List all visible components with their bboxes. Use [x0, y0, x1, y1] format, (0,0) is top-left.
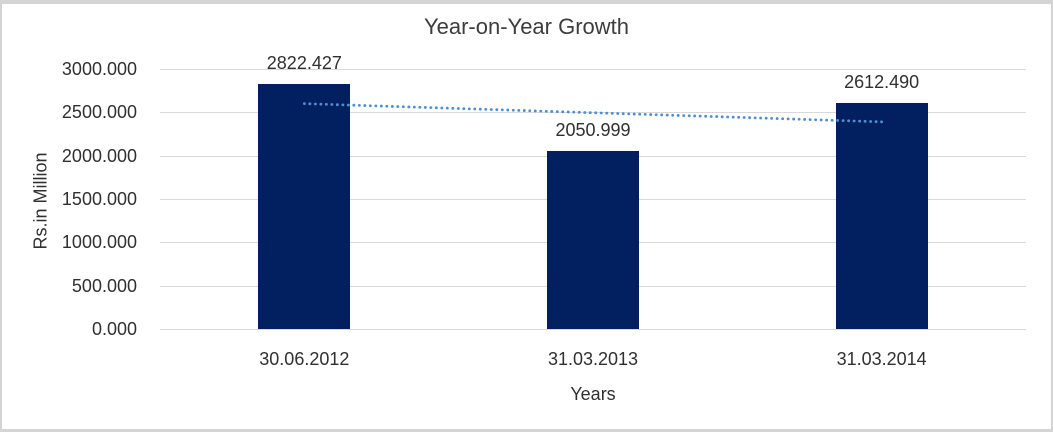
x-axis-title: Years — [570, 384, 616, 404]
y-tick-label: 500.000 — [71, 275, 137, 296]
bar — [835, 102, 928, 329]
gridline — [160, 69, 1026, 70]
bar-value-label: 2612.490 — [844, 71, 920, 92]
bar — [258, 84, 351, 329]
gridline — [160, 329, 1026, 330]
bar — [547, 151, 639, 329]
x-tick-label: 31.03.2014 — [836, 349, 927, 369]
bar-value-label: 2822.427 — [266, 53, 342, 74]
y-tick-label: 3000.000 — [61, 59, 137, 79]
bar-value-label: 2050.999 — [555, 120, 631, 141]
y-tick-label: 0.000 — [91, 319, 137, 339]
x-tick-label: 30.06.2012 — [259, 349, 350, 369]
y-tick-label: 2500.000 — [61, 102, 137, 123]
y-tick-label: 2000.000 — [61, 145, 137, 166]
y-tick-label: 1500.000 — [61, 189, 137, 209]
y-tick-label: 1000.000 — [61, 232, 137, 253]
x-tick-label: 31.03.2013 — [547, 349, 639, 369]
chart-title: Year-on-Year Growth — [423, 14, 630, 39]
